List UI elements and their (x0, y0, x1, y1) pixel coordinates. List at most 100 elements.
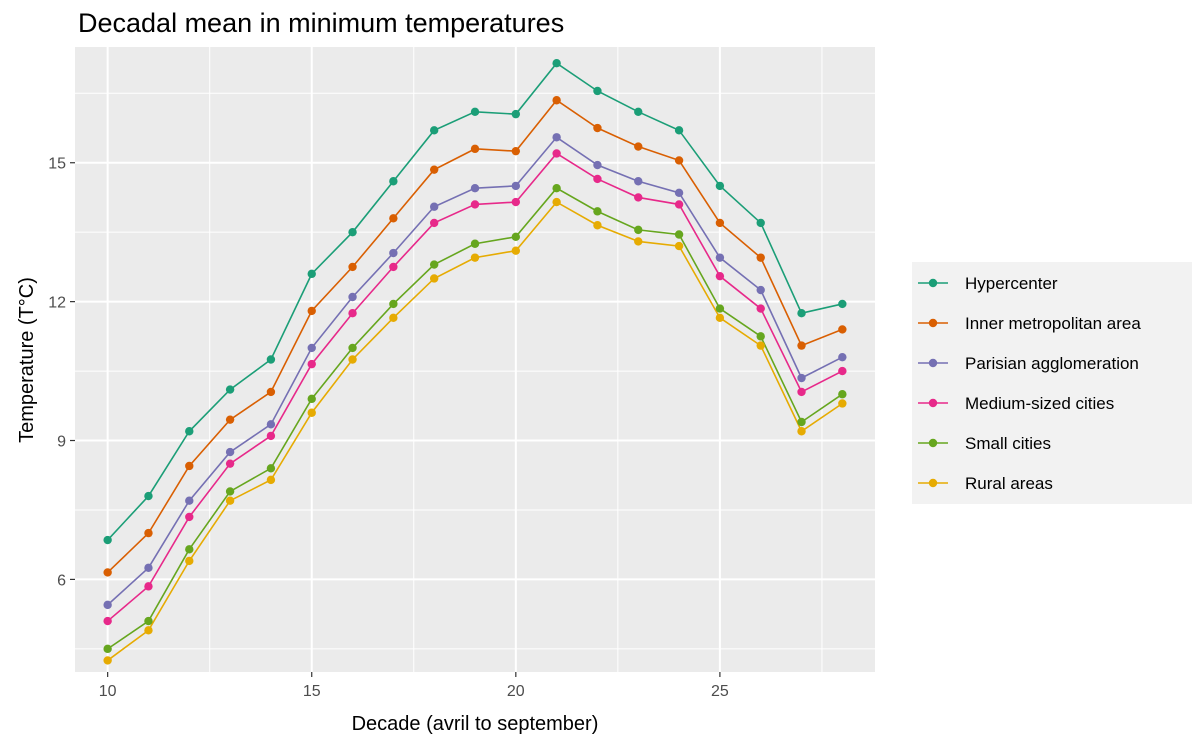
data-point (266, 464, 276, 473)
data-point (185, 545, 194, 554)
legend-label: Medium-sized cities (965, 394, 1114, 413)
data-point (838, 299, 847, 309)
data-point (511, 146, 521, 156)
data-point (593, 123, 602, 133)
data-point (389, 214, 398, 223)
data-point (715, 253, 725, 262)
data-point (429, 274, 439, 283)
data-point (674, 188, 684, 198)
data-point (511, 197, 521, 207)
data-point (144, 563, 153, 573)
grid-major (75, 47, 875, 672)
legend-label: Parisian agglomeration (965, 354, 1139, 373)
y-tick-label: 12 (48, 295, 66, 312)
data-point (715, 218, 725, 228)
data-point (348, 262, 357, 272)
data-point (225, 447, 235, 457)
data-point (103, 656, 112, 665)
data-point (307, 343, 316, 353)
legend-key-point (928, 478, 938, 488)
data-point (307, 394, 316, 404)
legend-label: Inner metropolitan area (965, 314, 1141, 333)
data-point (674, 200, 684, 209)
data-point (838, 399, 847, 408)
data-point (348, 355, 357, 364)
data-point (756, 304, 765, 313)
legend-key-point (928, 438, 938, 448)
y-axis: 6 9 12 15 (48, 156, 75, 589)
chart-title: Decadal mean in minimum temperatures (78, 8, 565, 38)
legend-key-point (928, 358, 938, 368)
data-point (389, 262, 398, 272)
data-point (797, 417, 806, 427)
data-point (307, 306, 316, 316)
x-axis-title: Decade (avril to september) (352, 713, 599, 735)
data-point (756, 253, 765, 262)
data-point (552, 59, 561, 68)
data-point (144, 582, 153, 591)
data-point (185, 496, 194, 505)
data-point (552, 149, 561, 158)
data-point (225, 385, 235, 394)
data-point (674, 230, 684, 239)
data-point (593, 221, 602, 230)
data-point (429, 165, 439, 174)
legend-key-point (928, 318, 938, 328)
data-point (429, 260, 439, 269)
data-point (756, 341, 765, 350)
data-point (797, 427, 806, 436)
data-point (103, 568, 112, 577)
x-tick-label: 25 (711, 683, 729, 700)
data-point (185, 461, 194, 471)
data-point (185, 512, 194, 522)
data-point (307, 408, 316, 417)
data-point (103, 535, 112, 545)
data-point (348, 343, 357, 353)
data-point (429, 202, 439, 211)
data-point (715, 304, 725, 313)
data-point (756, 332, 765, 341)
data-point (797, 341, 806, 350)
data-point (144, 491, 153, 501)
x-tick-label: 10 (99, 683, 117, 700)
data-point (103, 644, 112, 654)
data-point (225, 415, 235, 424)
data-point (674, 126, 684, 135)
legend: Hypercenter Inner metropolitan area Parisi… (912, 262, 1192, 504)
grid-minor (75, 47, 875, 672)
data-point (674, 241, 684, 251)
data-point (225, 496, 235, 505)
data-point (103, 616, 112, 626)
data-point (470, 253, 480, 262)
data-point (634, 107, 643, 117)
legend-key-point (928, 398, 938, 408)
data-point (838, 390, 847, 399)
data-point (144, 616, 153, 626)
data-point (838, 325, 847, 334)
data-point (144, 528, 153, 538)
data-point (715, 181, 725, 191)
data-point (389, 299, 398, 309)
data-point (429, 218, 439, 228)
data-point (797, 387, 806, 397)
data-point (144, 626, 153, 635)
plot-panel (75, 47, 875, 672)
data-point (511, 181, 521, 191)
data-point (266, 420, 276, 429)
data-point (593, 86, 602, 96)
legend-key-point (928, 278, 938, 288)
data-point (225, 487, 235, 496)
data-point (715, 313, 725, 323)
data-point (470, 200, 480, 209)
data-point (266, 431, 276, 441)
data-point (797, 373, 806, 383)
data-point (715, 271, 725, 281)
y-tick-label: 6 (57, 572, 66, 589)
y-tick-label: 15 (48, 156, 66, 173)
data-point (593, 207, 602, 216)
data-point (797, 309, 806, 318)
legend-label: Small cities (965, 434, 1051, 453)
data-point (838, 366, 847, 376)
data-point (266, 387, 276, 397)
